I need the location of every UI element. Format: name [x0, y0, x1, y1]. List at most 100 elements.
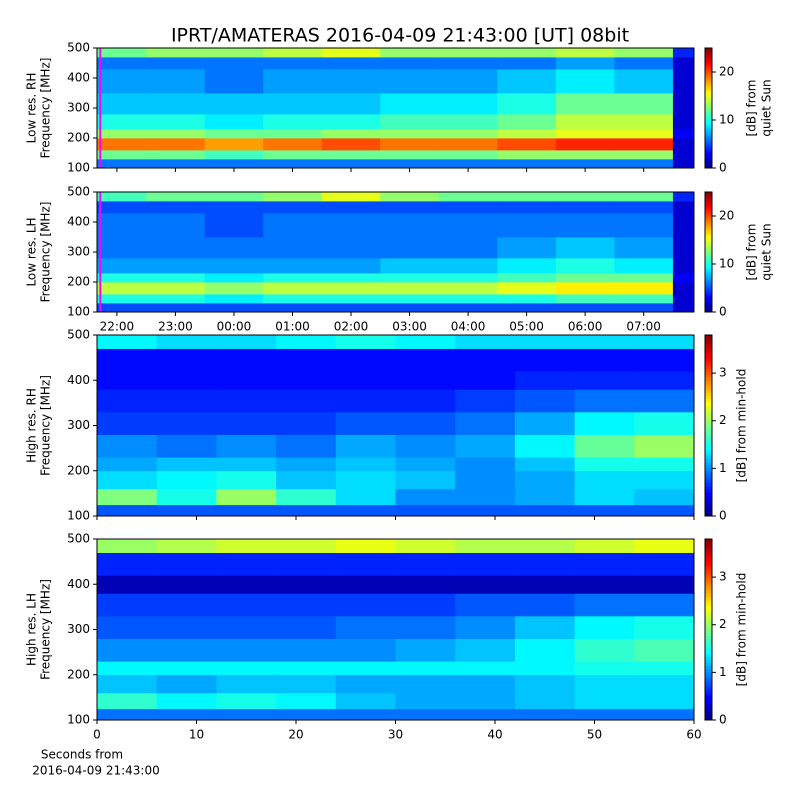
- colorbar-swatch: [705, 617, 712, 621]
- heatmap-cell: [97, 129, 147, 139]
- heatmap-cell: [321, 258, 381, 274]
- heatmap-cell: [216, 552, 277, 576]
- colorbar-swatch: [705, 76, 712, 79]
- heatmap-cell: [146, 138, 206, 151]
- heatmap-cell: [97, 192, 147, 202]
- colorbar-swatch: [705, 383, 712, 387]
- heatmap-cell: [455, 371, 516, 390]
- colorbar-swatch: [705, 482, 712, 487]
- heatmap-cell: [380, 138, 440, 151]
- colorbar-swatch: [705, 90, 712, 93]
- colorbar-swatch: [705, 118, 712, 121]
- heatmap-cell: [574, 335, 635, 349]
- heatmap-cell: [514, 335, 575, 349]
- heatmap-cell: [276, 615, 337, 639]
- colorbar-swatch: [705, 82, 712, 85]
- heatmap-cell: [395, 389, 456, 413]
- heatmap-cell: [97, 615, 158, 639]
- heatmap-cell: [335, 661, 396, 676]
- heatmap-cell: [97, 389, 158, 413]
- heatmap-cell: [216, 674, 277, 694]
- colorbar-swatch: [705, 452, 712, 457]
- heatmap-cell: [97, 348, 158, 372]
- heatmap-cell: [395, 457, 456, 472]
- heatmap-cell: [204, 57, 264, 70]
- heatmap-cell: [395, 692, 456, 710]
- heatmap-cell: [514, 708, 575, 721]
- x-tick-label: 50: [587, 728, 602, 742]
- heatmap-cell: [146, 114, 206, 130]
- x-tick-label: 03:00: [392, 320, 427, 334]
- heatmap-cell: [263, 93, 323, 115]
- heatmap-cell: [97, 457, 158, 472]
- colorbar-swatch: [705, 126, 712, 129]
- y-axis-label: Frequency [MHz]: [39, 202, 53, 303]
- colorbar-swatch: [705, 689, 712, 694]
- y-tick-label: 100: [67, 713, 90, 727]
- heatmap-cell: [514, 539, 575, 553]
- heatmap-cell: [497, 273, 557, 283]
- colorbar-swatch: [705, 614, 712, 618]
- colorbar-swatch: [705, 242, 712, 245]
- colorbar-swatch: [705, 146, 712, 149]
- heatmap-cell: [263, 48, 323, 58]
- heatmap-cell: [276, 348, 337, 372]
- heatmap-cell: [614, 213, 674, 238]
- colorbar-swatch: [705, 554, 712, 558]
- heatmap-cell: [634, 457, 695, 472]
- colorbar-swatch: [705, 304, 712, 307]
- colorbar-swatch: [705, 548, 712, 552]
- heatmap-cell: [438, 138, 498, 151]
- colorbar-swatch: [705, 144, 712, 147]
- heatmap-cell: [497, 258, 557, 274]
- heatmap-cell: [263, 273, 323, 283]
- heatmap-cell: [395, 411, 456, 435]
- colorbar-swatch: [705, 353, 712, 357]
- colorbar-swatch: [705, 110, 712, 113]
- heatmap-cell: [276, 593, 337, 617]
- colorbar-swatch: [705, 112, 712, 115]
- colorbar-swatch: [705, 276, 712, 279]
- heatmap-cell: [672, 93, 695, 115]
- y-tick-label: 400: [67, 577, 90, 591]
- colorbar-swatch: [705, 140, 712, 143]
- colorbar-swatch: [705, 602, 712, 606]
- colorbar-swatch: [705, 124, 712, 127]
- heatmap-cell: [514, 470, 575, 490]
- colorbar-swatch: [705, 572, 712, 576]
- heatmap-cell: [97, 674, 158, 694]
- colorbar-swatch: [705, 164, 712, 167]
- heatmap-cell: [455, 504, 516, 517]
- x-tick-label: 22:00: [100, 320, 135, 334]
- heatmap-cell: [455, 539, 516, 553]
- heatmap-cell: [156, 457, 217, 472]
- heatmap-cell: [455, 692, 516, 710]
- heatmap-cell: [497, 192, 557, 202]
- heatmap-cell: [574, 411, 635, 435]
- heatmap-cell: [263, 282, 323, 295]
- colorbar-swatch: [705, 114, 712, 117]
- colorbar-swatch: [705, 422, 712, 426]
- heatmap-cell: [321, 93, 381, 115]
- heatmap-cell: [97, 661, 158, 676]
- heatmap-cell: [514, 552, 575, 576]
- heatmap-cell: [634, 638, 695, 662]
- colorbar-swatch: [705, 443, 712, 448]
- heatmap-cell: [276, 638, 337, 662]
- colorbar-swatch: [705, 86, 712, 89]
- colorbar-swatch: [705, 240, 712, 243]
- heatmap-cell: [497, 237, 557, 259]
- colorbar-swatch: [705, 365, 712, 369]
- heatmap-cell: [156, 389, 217, 413]
- heatmap-cell: [146, 303, 206, 313]
- colorbar-swatch: [705, 160, 712, 163]
- heatmap-cell: [672, 129, 695, 139]
- heatmap-cell: [497, 303, 557, 313]
- heatmap-cell: [335, 371, 396, 390]
- heatmap-cell: [263, 192, 323, 202]
- heatmap-cell: [321, 201, 381, 214]
- heatmap-cell: [263, 69, 323, 94]
- colorbar-label: quiet Sun: [760, 223, 774, 280]
- colorbar-swatch: [705, 214, 712, 217]
- heatmap-cell: [455, 389, 516, 413]
